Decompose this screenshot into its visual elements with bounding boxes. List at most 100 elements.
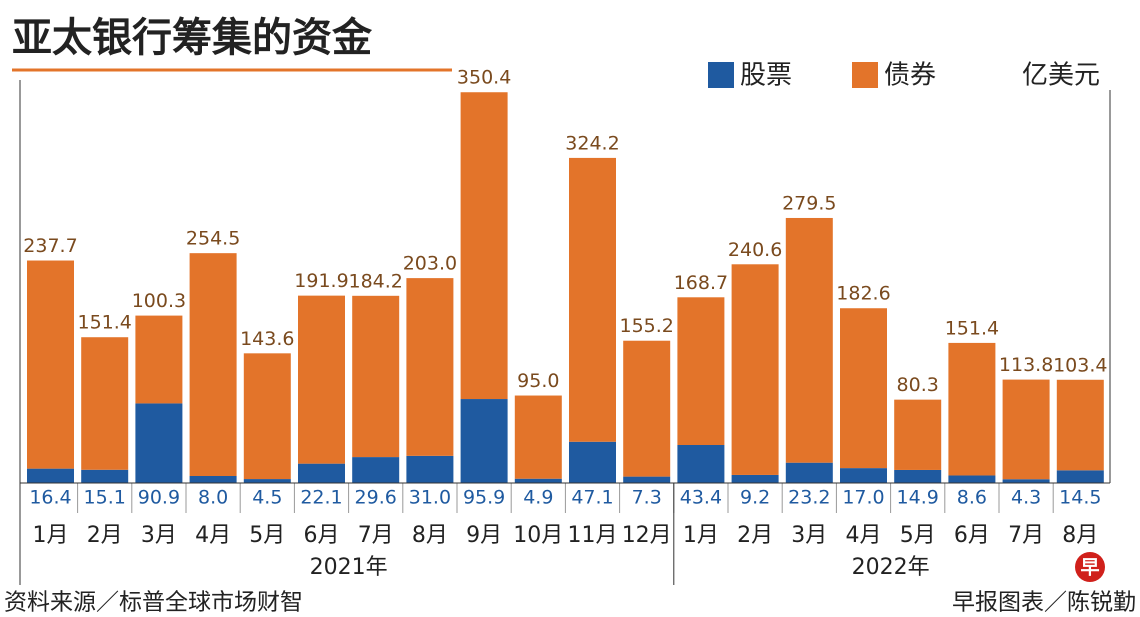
- bar-segment: [81, 469, 129, 483]
- bond-value-label: 254.5: [186, 228, 240, 250]
- stock-value-label: 95.9: [463, 487, 505, 509]
- bar-segment: [840, 308, 887, 469]
- x-tick-label: 8月: [1062, 523, 1098, 548]
- bar-segment: [27, 468, 74, 483]
- x-tick-label: 3月: [791, 523, 827, 548]
- x-tick-label: 4月: [846, 523, 882, 548]
- x-tick-label: 2月: [87, 523, 123, 548]
- bond-value-label: 80.3: [897, 374, 939, 396]
- logo-circle: [1075, 552, 1105, 582]
- stock-value-label: 14.5: [1059, 487, 1101, 509]
- bond-value-label: 240.6: [728, 239, 782, 261]
- bar-segment: [1056, 379, 1104, 471]
- bar-segment: [27, 260, 74, 469]
- bond-value-label: 151.4: [77, 312, 131, 334]
- bar-segment: [460, 399, 508, 483]
- bond-value-label: 237.7: [23, 235, 77, 257]
- x-tick-label: 6月: [304, 523, 340, 548]
- bond-value-label: 191.9: [294, 270, 348, 292]
- legend-swatch: [708, 62, 734, 88]
- bar-segment: [298, 463, 345, 483]
- bar-segment: [731, 474, 779, 483]
- bar-segment: [460, 92, 508, 400]
- stock-value-label: 31.0: [409, 487, 451, 509]
- x-tick-label: 9月: [466, 523, 502, 548]
- bar-segment: [677, 297, 725, 446]
- bond-value-label: 203.0: [403, 253, 457, 275]
- bar-segment: [243, 353, 291, 480]
- bar-segment: [514, 478, 562, 483]
- bond-value-label: 100.3: [132, 290, 186, 312]
- stock-value-label: 17.0: [842, 487, 884, 509]
- bond-value-label: 168.7: [674, 272, 728, 294]
- stock-value-label: 90.9: [138, 487, 180, 509]
- bar-segment: [352, 295, 400, 458]
- bar-segment: [135, 403, 183, 483]
- x-tick-label: 12月: [622, 523, 672, 548]
- x-tick-label: 5月: [900, 523, 936, 548]
- x-tick-label: 2月: [737, 523, 773, 548]
- bar-segment: [406, 455, 454, 483]
- bar-segment: [514, 395, 562, 479]
- bond-value-label: 279.5: [782, 192, 836, 214]
- credit: 早报图表／陈锐勤: [952, 590, 1136, 616]
- stock-value-label: 4.9: [523, 487, 553, 509]
- source: 资料来源／标普全球市场财智: [4, 590, 303, 616]
- legend-swatch: [852, 62, 878, 88]
- bar-segment: [1056, 470, 1104, 483]
- x-tick-label: 8月: [412, 523, 448, 548]
- logo: 早: [1080, 557, 1099, 579]
- unit-label: 亿美元: [1022, 61, 1100, 91]
- bond-value-label: 324.2: [565, 132, 619, 154]
- bar-segment: [840, 468, 887, 483]
- bar-segment: [189, 475, 237, 483]
- legend-label: 债券: [884, 61, 936, 91]
- bar-segment: [1002, 379, 1050, 480]
- bar-segment: [298, 295, 345, 464]
- bar-segment: [948, 475, 996, 483]
- x-tick-label: 11月: [568, 523, 618, 548]
- stock-value-label: 23.2: [788, 487, 830, 509]
- bar-segment: [569, 441, 616, 483]
- bar-segment: [352, 457, 400, 483]
- x-tick-label: 7月: [1008, 523, 1044, 548]
- bar-segment: [243, 479, 291, 483]
- bar-segment: [785, 217, 833, 463]
- bar-segment: [894, 469, 942, 483]
- bar-segment: [894, 399, 942, 470]
- bar-segment: [1002, 479, 1050, 483]
- x-tick-label: 6月: [954, 523, 990, 548]
- bar-segment: [623, 340, 671, 477]
- stock-value-label: 29.6: [355, 487, 397, 509]
- bond-value-label: 155.2: [619, 315, 673, 337]
- stock-value-label: 16.4: [29, 487, 71, 509]
- bond-value-label: 113.8: [999, 354, 1053, 376]
- bar-segment: [189, 253, 237, 476]
- stock-value-label: 7.3: [632, 487, 662, 509]
- x-tick-label: 4月: [195, 523, 231, 548]
- stock-value-label: 22.1: [300, 487, 342, 509]
- stock-value-label: 47.1: [571, 487, 613, 509]
- x-tick-label: 7月: [358, 523, 394, 548]
- stock-value-label: 4.3: [1011, 487, 1041, 509]
- stock-value-label: 8.0: [198, 487, 228, 509]
- bond-value-label: 350.4: [457, 67, 511, 89]
- bond-value-label: 95.0: [517, 370, 559, 392]
- bond-value-label: 184.2: [348, 270, 402, 292]
- stock-value-label: 8.6: [957, 487, 987, 509]
- bar-segment: [948, 342, 996, 476]
- stock-value-label: 14.9: [897, 487, 939, 509]
- chart-title: 亚太银行筹集的资金: [12, 15, 373, 61]
- stock-value-label: 15.1: [84, 487, 126, 509]
- bond-value-label: 151.4: [945, 317, 999, 339]
- group-label: 2021年: [310, 555, 388, 580]
- bond-value-label: 143.6: [240, 328, 294, 350]
- stock-value-label: 43.4: [680, 487, 722, 509]
- bar-segment: [81, 337, 129, 470]
- x-tick-label: 3月: [141, 523, 177, 548]
- x-tick-label: 5月: [249, 523, 285, 548]
- bar-segment: [135, 315, 183, 404]
- x-tick-label: 1月: [33, 523, 69, 548]
- bond-value-label: 103.4: [1053, 354, 1107, 376]
